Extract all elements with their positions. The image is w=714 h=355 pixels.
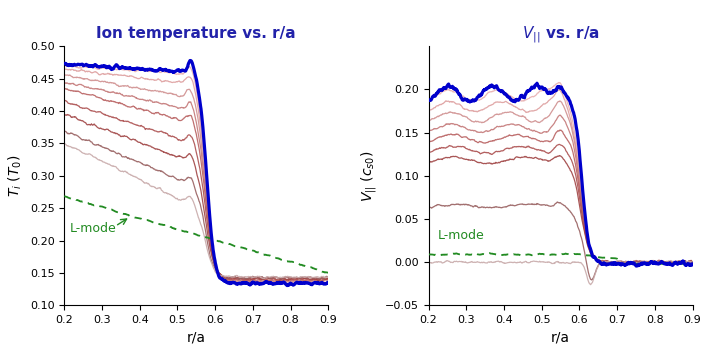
- Text: L-mode: L-mode: [438, 229, 485, 242]
- X-axis label: r/a: r/a: [187, 331, 206, 345]
- Y-axis label: $T_i$ $(T_0)$: $T_i$ $(T_0)$: [7, 154, 24, 197]
- X-axis label: r/a: r/a: [551, 331, 570, 345]
- Text: L-mode: L-mode: [70, 222, 116, 235]
- Title: Ion temperature vs. r/a: Ion temperature vs. r/a: [96, 26, 296, 41]
- Y-axis label: $V_{||}$ $(c_{s0})$: $V_{||}$ $(c_{s0})$: [360, 150, 379, 202]
- Title: $V_{||}$ vs. r/a: $V_{||}$ vs. r/a: [522, 24, 600, 45]
